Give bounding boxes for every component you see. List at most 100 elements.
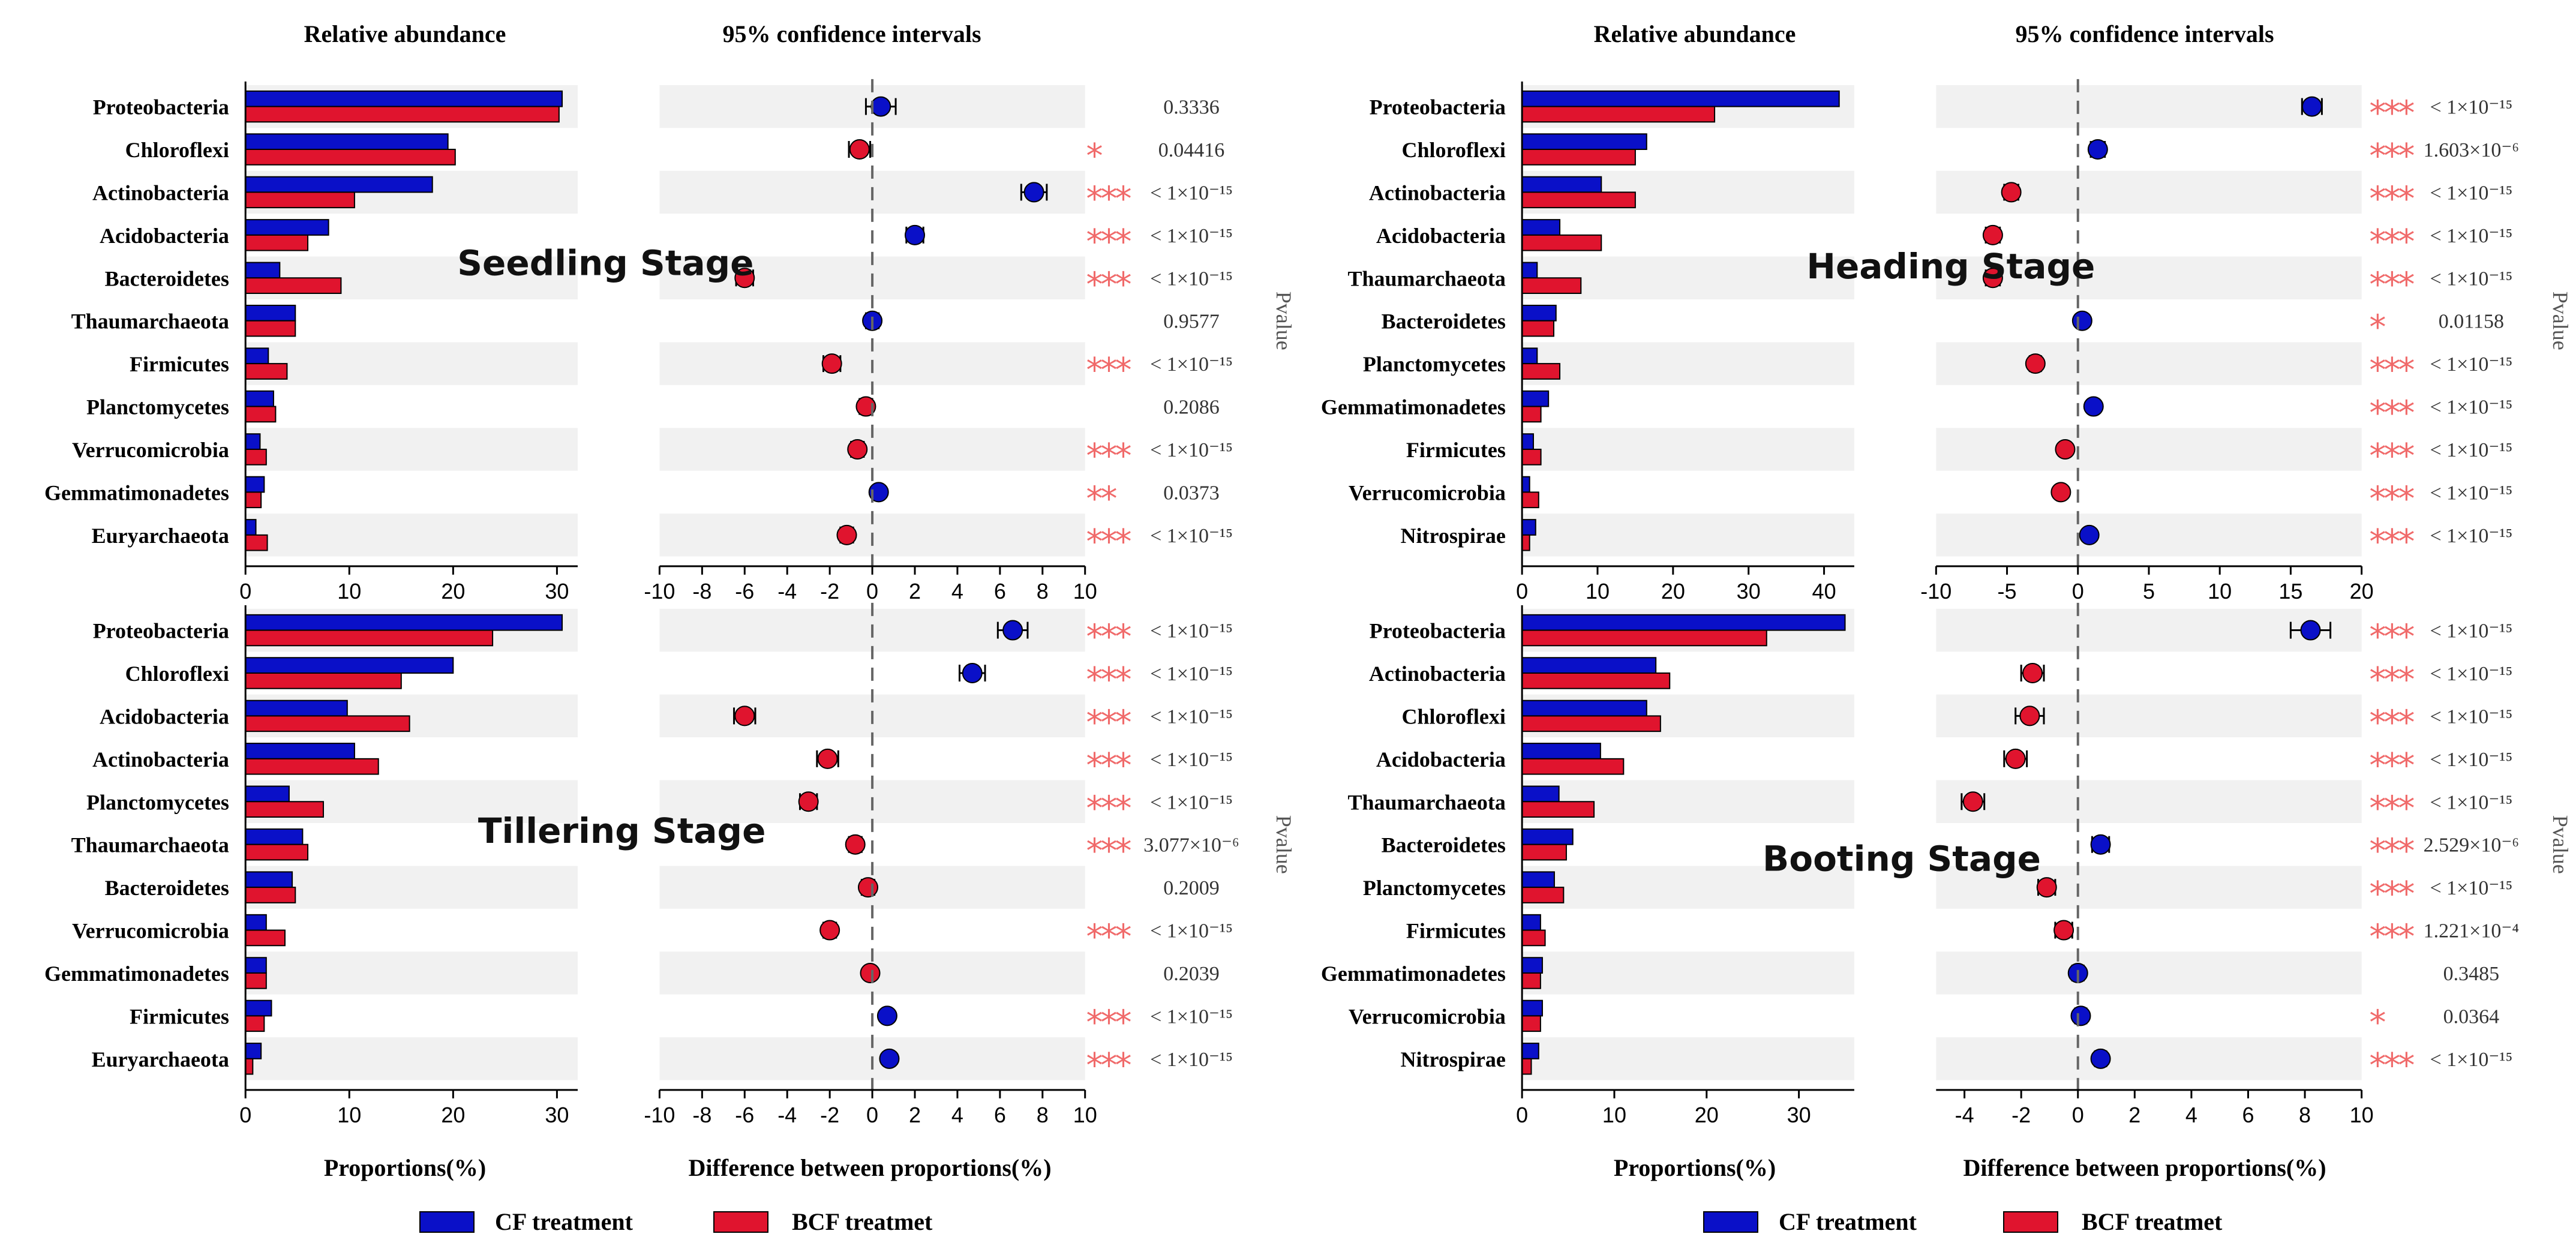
bar-cf	[245, 304, 296, 322]
x-tick-label: 4	[2185, 1103, 2197, 1127]
pvalue-text: < 1×10⁻¹⁵	[1150, 663, 1233, 685]
bar-cf	[1521, 743, 1601, 759]
significance-stars: ***	[1086, 179, 1131, 218]
bar-bcf	[245, 1058, 254, 1075]
x-tick-label: -2	[820, 579, 839, 604]
significance-stars: ***	[1086, 618, 1131, 657]
ci-point-bcf	[819, 920, 840, 941]
x-tick-label: -10	[644, 1103, 675, 1127]
bar-bcf	[1521, 534, 1530, 551]
pvalue-text: < 1×10⁻¹⁵	[1150, 353, 1233, 376]
x-tick-label: -5	[1998, 579, 2017, 604]
ci-point-cf	[2083, 396, 2104, 417]
panels: Proteobacteria 0.3336 Chloroflexi * 0.04416 A…	[44, 79, 2572, 1127]
x-tick-label: 0	[2072, 579, 2084, 604]
ci-point-cf	[879, 1048, 900, 1069]
bar-cf	[1521, 219, 1561, 236]
ci-point-bcf	[2050, 482, 2071, 503]
row-stripe	[1936, 866, 2362, 909]
significance-stars: ***	[1086, 437, 1131, 476]
row-stripe	[1936, 1037, 2362, 1080]
significance-stars: *	[2369, 1003, 2385, 1042]
category-label: Thaumarchaeota	[71, 310, 229, 334]
x-tick-label: 8	[2299, 1103, 2311, 1127]
pvalue-text: < 1×10⁻¹⁵	[2430, 791, 2512, 813]
ci-point-bcf	[734, 705, 755, 726]
row-stripe	[1522, 866, 1854, 909]
bar-cf	[245, 785, 290, 803]
ci-point-bcf	[845, 834, 866, 855]
bar-bcf	[1521, 715, 1661, 732]
significance-stars: ***	[1086, 523, 1131, 562]
ci-point-cf	[1023, 182, 1044, 203]
bar-bcf	[1521, 277, 1582, 294]
stage-label: Tillering Stage	[478, 810, 766, 851]
category-label: Actinobacteria	[92, 747, 229, 771]
x-tick-label: 0	[239, 1103, 251, 1127]
row-stripe	[1936, 951, 2362, 995]
panel-tillering-stage: Proteobacteria *** < 1×10⁻¹⁵ Chloroflexi ***…	[44, 602, 1296, 1127]
pvalue-text: 2.529×10⁻⁶	[2424, 834, 2519, 857]
row-stripe	[1936, 694, 2362, 738]
pvalue-text: < 1×10⁻¹⁵	[1150, 525, 1233, 547]
bar-cf	[245, 347, 269, 365]
x-tick-label: 30	[545, 1103, 569, 1127]
x-tick-label: 10	[1586, 579, 1610, 604]
bar-bcf	[245, 277, 342, 294]
significance-stars: ***	[2369, 179, 2414, 218]
ci-point-cf	[2090, 834, 2111, 855]
bar-bcf	[245, 672, 402, 689]
pvalue-text: < 1×10⁻¹⁵	[1150, 749, 1233, 771]
bar-bcf	[1521, 491, 1539, 509]
category-label: Nitrospirae	[1401, 524, 1506, 548]
x-tick-label: -4	[777, 1103, 797, 1127]
bar-cf	[1521, 999, 1543, 1017]
category-label: Bacteroidetes	[105, 266, 229, 290]
bar-bcf	[1521, 106, 1716, 123]
pvalue-text: < 1×10⁻¹⁵	[2430, 663, 2512, 685]
significance-stars: ***	[2369, 618, 2414, 657]
ci-point-bcf	[857, 877, 878, 898]
pvalue-axis-label: Pvalue	[2548, 815, 2572, 874]
bar-cf	[245, 828, 304, 845]
significance-stars: ***	[2369, 1046, 2414, 1085]
ci-point-bcf	[855, 396, 876, 417]
pvalue-axis-label: Pvalue	[2548, 292, 2572, 350]
x-tick-label: 10	[2350, 1103, 2374, 1127]
bar-cf	[1521, 519, 1536, 536]
ci-point-bcf	[2005, 748, 2026, 769]
ci-point-bcf	[2053, 920, 2074, 941]
legend-bcf-swatch	[713, 1211, 768, 1233]
ci-point-cf	[1002, 620, 1023, 641]
bar-cf	[1521, 476, 1530, 493]
ci-point-cf	[868, 482, 889, 503]
bar-bcf	[245, 843, 309, 861]
category-label: Proteobacteria	[93, 619, 229, 643]
ci-point-cf	[2090, 1048, 2111, 1069]
x-tick-label: 30	[1787, 1103, 1811, 1127]
category-label: Euryarchaeota	[92, 524, 229, 548]
pvalue-text: < 1×10⁻¹⁵	[2430, 397, 2512, 419]
pvalue-text: < 1×10⁻¹⁵	[2430, 705, 2512, 728]
pvalue-text: < 1×10⁻¹⁵	[1150, 1049, 1233, 1071]
bar-cf	[1521, 828, 1574, 845]
x-tick-label: -6	[735, 579, 754, 604]
x-tick-label: -4	[777, 579, 797, 604]
significance-stars: *	[2369, 308, 2385, 347]
xlabel-proportions-right: Proportions(%)	[1614, 1154, 1776, 1181]
bar-bcf	[1521, 672, 1671, 689]
bar-bcf	[1521, 629, 1767, 647]
x-tick-label: 4	[951, 579, 963, 604]
bar-cf	[1521, 614, 1846, 631]
pvalue-text: < 1×10⁻¹⁵	[2430, 482, 2512, 504]
category-label: Acidobacteria	[1376, 747, 1506, 771]
ci-point-bcf	[860, 962, 881, 983]
bar-cf	[245, 699, 348, 717]
bar-bcf	[1521, 843, 1567, 861]
category-label: Thaumarchaeota	[1347, 790, 1505, 814]
significance-stars: ***	[2369, 351, 2414, 390]
bar-bcf	[1521, 887, 1565, 903]
significance-stars: ***	[2369, 479, 2414, 518]
legend-bcf-label: BCF treatmet	[2082, 1208, 2223, 1235]
bar-cf	[1521, 699, 1647, 717]
